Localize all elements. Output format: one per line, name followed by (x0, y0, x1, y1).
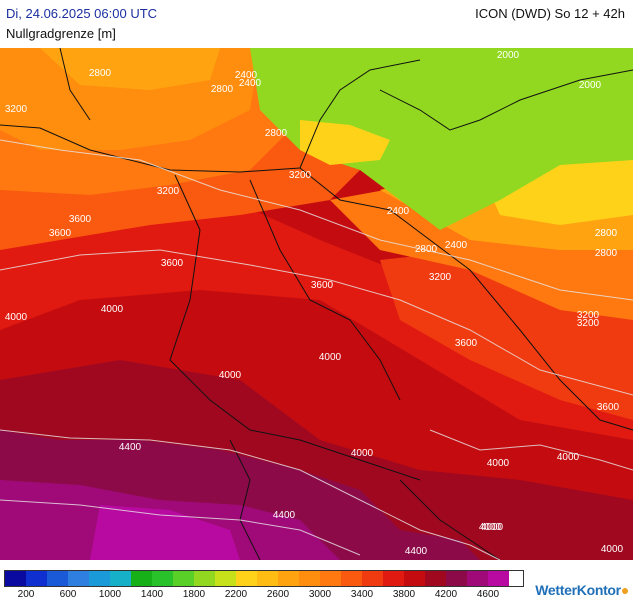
legend-label: 1800 (182, 589, 206, 600)
legend-label: 600 (59, 589, 77, 600)
contour-label: 3600 (455, 338, 478, 349)
contour-label: 2800 (415, 244, 438, 255)
field-2200-coast (300, 120, 390, 165)
freezing-level-map: 2800280024002800240020002000320032003200… (0, 48, 633, 560)
country-borders (0, 48, 633, 560)
contour-label: 3200 (5, 104, 28, 115)
legend-swatch (257, 571, 278, 586)
contour-label: 2000 (497, 50, 520, 61)
color-legend: 200 600 1000 1400 1800 2200 2600 3000 3400 3800 42… (4, 570, 524, 601)
contour-label: 3600 (69, 214, 92, 225)
legend-label: 1400 (140, 589, 164, 600)
legend-swatch (173, 571, 194, 586)
contour-label: 4000 (319, 352, 342, 363)
legend-label: 1000 (98, 589, 122, 600)
legend-label: 4600 (476, 589, 500, 600)
legend-color-bar (4, 570, 524, 587)
contour-label: 3200 (157, 186, 180, 197)
legend-swatch (341, 571, 362, 586)
legend-swatch (131, 571, 152, 586)
contour-label: 4400 (119, 442, 142, 453)
legend-label: 2200 (224, 589, 248, 600)
contour-label: 2400 (445, 240, 468, 251)
contour-label: 2800 (595, 248, 618, 259)
legend-label: 3000 (308, 589, 332, 600)
contour-label: 3200 (289, 170, 312, 181)
contour-label: 3600 (597, 402, 620, 413)
legend-labels: 200 600 1000 1400 1800 2200 2600 3000 3400 3800 42… (4, 587, 524, 601)
contour-label: 3200 (429, 272, 452, 283)
legend-swatch (383, 571, 404, 586)
model-run: ICON (DWD) So 12 + 42h (475, 6, 625, 21)
contour-label: 3600 (49, 228, 72, 239)
contour-label: 4000 (557, 452, 580, 463)
legend-swatch (5, 571, 26, 586)
legend-label: 3400 (350, 589, 374, 600)
legend-swatch (110, 571, 131, 586)
contour-label: 2800 (595, 228, 618, 239)
field-3000-east (330, 180, 633, 320)
contour-label: 4000 (5, 312, 28, 323)
legend-swatch (278, 571, 299, 586)
legend-swatch (215, 571, 236, 586)
contour-label: 3600 (311, 280, 334, 291)
legend-swatch (446, 571, 467, 586)
contour-label: 2800 (265, 128, 288, 139)
contour-label: 4000 (101, 304, 124, 315)
contour-label: 2400 (387, 206, 410, 217)
field-2600 (40, 48, 220, 90)
contour-label: 3200 (577, 318, 600, 329)
contour-label-layer: 2800280024002800240020002000320032003200… (5, 50, 624, 557)
legend-swatch (68, 571, 89, 586)
parameter-title: Nullgradgrenze [m] (6, 26, 116, 41)
contour-label: 2400 (239, 78, 262, 89)
legend-label: 3800 (392, 589, 416, 600)
contour-lines (0, 139, 633, 560)
legend-swatch (320, 571, 341, 586)
legend-swatch (467, 571, 488, 586)
contour-label: 4000 (487, 458, 510, 469)
field-2000 (250, 48, 633, 230)
legend-swatch (236, 571, 257, 586)
legend-swatch (425, 571, 446, 586)
contour-label: 2800 (89, 68, 112, 79)
legend-swatch (152, 571, 173, 586)
contour-label: 2000 (579, 80, 602, 91)
contour-label: 3600 (161, 258, 184, 269)
wetterkontor-logo: WetterKontor● (535, 582, 629, 598)
legend-swatch (47, 571, 68, 586)
contour-label: 2400 (235, 70, 258, 81)
legend-label: 4200 (434, 589, 458, 600)
legend-label: 200 (17, 589, 35, 600)
legend-swatch (362, 571, 383, 586)
contour-label: 2800 (211, 84, 234, 95)
contour-label: 4000 (219, 370, 242, 381)
legend-label: 2600 (266, 589, 290, 600)
contour-label: 4000 (481, 522, 504, 533)
brand-name: WetterKontor (535, 582, 621, 598)
legend-swatch (404, 571, 425, 586)
legend-swatch (26, 571, 47, 586)
contour-label: 3200 (577, 310, 600, 321)
valid-time: Di, 24.06.2025 06:00 UTC (6, 6, 158, 21)
contour-label: 4400 (273, 510, 296, 521)
legend-swatch (299, 571, 320, 586)
field-4800 (90, 505, 240, 560)
legend-swatch (194, 571, 215, 586)
legend-swatch (89, 571, 110, 586)
contour-label: 4400 (405, 546, 428, 557)
contour-label: 4000 (351, 448, 374, 459)
contour-label: 4000 (479, 522, 502, 533)
contour-label: 4000 (601, 544, 624, 555)
legend-swatch (488, 571, 509, 586)
